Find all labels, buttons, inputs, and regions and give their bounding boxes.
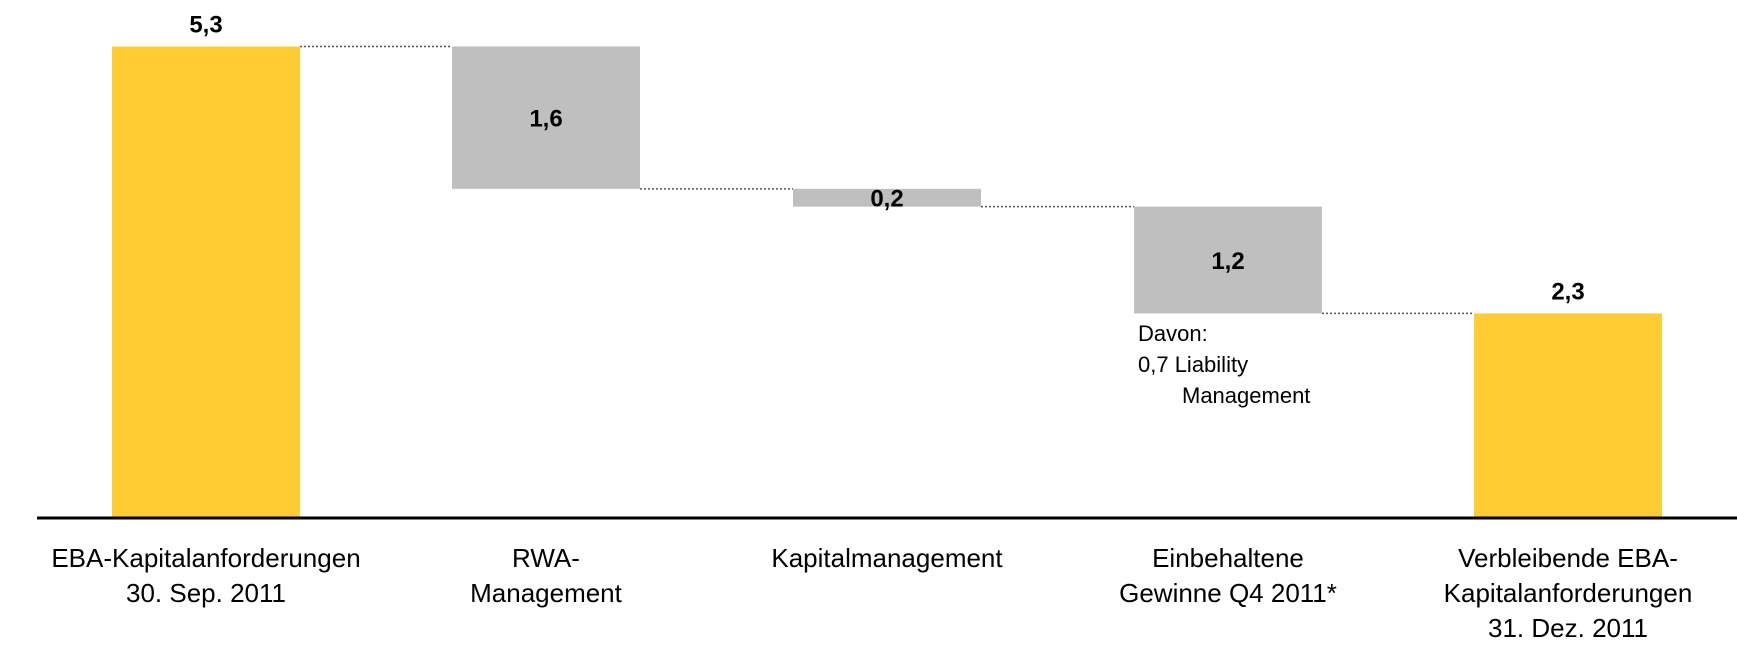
bar bbox=[793, 188, 981, 207]
bar bbox=[112, 46, 300, 518]
x-tick-label: Verbleibende EBA- Kapitalanforderungen 3… bbox=[1443, 543, 1693, 643]
x-tick-label: RWA- Management bbox=[470, 543, 622, 608]
annotation: Management bbox=[1182, 383, 1311, 408]
bar bbox=[1474, 313, 1662, 518]
x-tick-label: Kapitalmanagement bbox=[771, 543, 1003, 573]
value-label: 5,3 bbox=[189, 12, 222, 39]
value-label: 0,2 bbox=[870, 186, 903, 213]
bar bbox=[1134, 206, 1322, 314]
value-label: 1,6 bbox=[529, 106, 562, 133]
bar bbox=[452, 46, 640, 189]
x-tick-label: EBA-Kapitalanforderungen 30. Sep. 2011 bbox=[51, 543, 361, 608]
x-tick-label: Einbehaltene Gewinne Q4 2011* bbox=[1119, 543, 1337, 608]
value-label: 1,2 bbox=[1211, 248, 1244, 275]
annotation: Davon: bbox=[1138, 321, 1208, 346]
annotation: 0,7 Liability bbox=[1138, 352, 1249, 377]
value-label: 2,3 bbox=[1551, 278, 1584, 305]
